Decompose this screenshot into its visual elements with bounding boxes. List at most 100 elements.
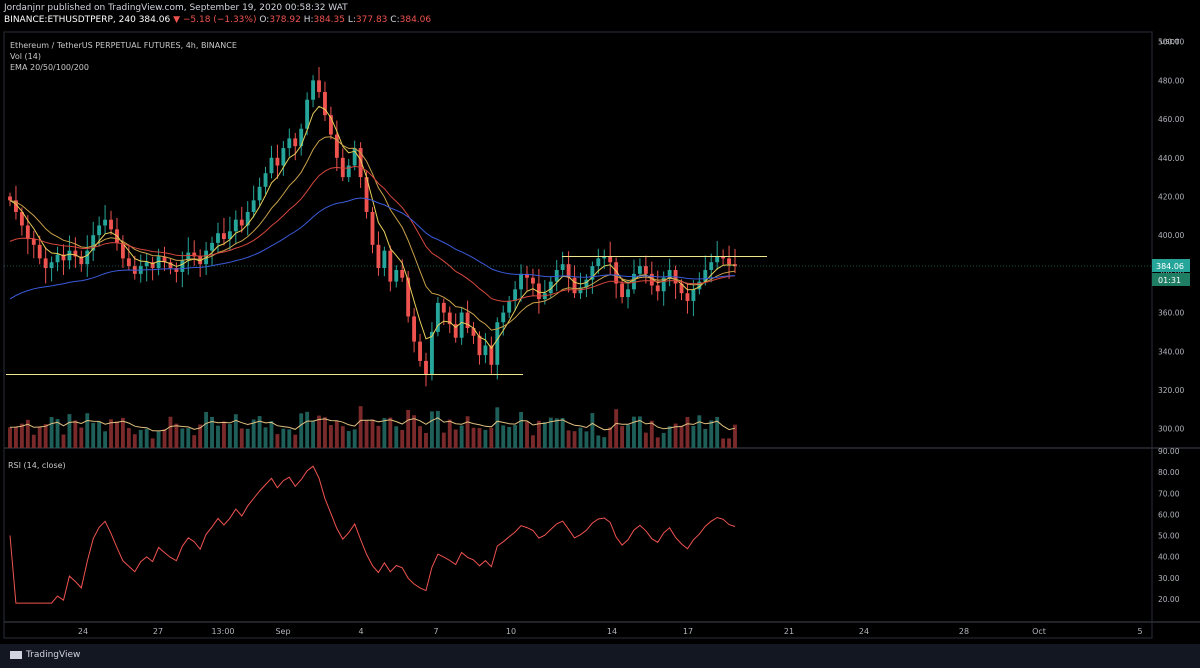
- legend-title: Ethereum / TetherUS PERPETUAL FUTURES, 4…: [10, 41, 237, 50]
- candle-body: [429, 331, 434, 375]
- candle-body: [67, 250, 72, 261]
- rsi-legend: RSI (14, close): [8, 461, 66, 470]
- open-value: 378.92: [269, 15, 301, 25]
- volume-bar: [257, 416, 262, 448]
- price-unit: USDT: [1160, 38, 1180, 46]
- candle-body: [566, 264, 571, 278]
- time-tick-label: Oct: [1032, 627, 1046, 636]
- candle-body: [632, 273, 636, 290]
- candle-body: [370, 211, 375, 245]
- close-label: C:: [390, 15, 400, 25]
- price-tick-label: 360.00: [1158, 309, 1184, 318]
- candle-body: [233, 219, 238, 232]
- candle-body: [679, 283, 684, 294]
- candle-body: [162, 256, 167, 263]
- time-tick-label: 5: [1137, 627, 1142, 636]
- volume-bar: [132, 434, 137, 448]
- candle-body: [317, 80, 321, 92]
- volume-bar: [73, 420, 78, 448]
- volume-bar: [275, 434, 280, 448]
- low-label: L:: [347, 15, 356, 25]
- candle-body: [346, 165, 351, 178]
- volume-bar: [447, 419, 452, 448]
- candle-body: [655, 285, 660, 292]
- volume-bar: [602, 437, 607, 448]
- volume-bar: [61, 434, 66, 448]
- volume-bar: [667, 426, 672, 448]
- chart-legend: Ethereum / TetherUS PERPETUAL FUTURES, 4…: [10, 40, 237, 73]
- candle-body: [257, 186, 262, 201]
- volume-bar: [394, 426, 399, 448]
- candle-body: [519, 273, 523, 290]
- candle-body: [406, 277, 411, 317]
- volume-bar: [715, 416, 720, 448]
- candle-body: [299, 128, 304, 147]
- volume-bar: [679, 425, 684, 448]
- volume-bar: [115, 421, 119, 448]
- candle-body: [400, 269, 405, 278]
- volume-bar: [566, 430, 571, 448]
- price-chart[interactable]: USDT500.00480.00460.00440.00420.00400.00…: [0, 0, 1200, 644]
- candle-body: [25, 225, 30, 240]
- volume-bar: [263, 427, 268, 448]
- candle-body: [156, 256, 161, 269]
- volume-bar: [655, 437, 660, 448]
- volume-bar: [721, 438, 726, 448]
- candle-body: [31, 239, 36, 245]
- ema-100-line: [9, 165, 736, 302]
- candle-body: [590, 266, 595, 280]
- volume-bar: [685, 417, 690, 448]
- candle-body: [109, 219, 113, 230]
- close-value: 384.06: [399, 15, 432, 25]
- candle-body: [293, 138, 298, 147]
- volume-bar: [536, 420, 541, 448]
- open-label: O:: [259, 15, 270, 25]
- volume-bar: [489, 427, 494, 448]
- candle-body: [412, 316, 417, 342]
- candle-body: [150, 262, 155, 269]
- candle-body: [703, 269, 708, 282]
- candle-body: [192, 252, 197, 257]
- candle-body: [269, 157, 274, 174]
- symbol: BINANCE:ETHUSDTPERP, 240: [4, 15, 136, 25]
- volume-bar: [55, 419, 60, 448]
- ema-20-line: [9, 105, 736, 350]
- candle-body: [180, 260, 185, 272]
- volume-bar: [305, 411, 310, 448]
- volume-bar: [697, 415, 702, 448]
- candle-body: [334, 134, 339, 158]
- volume-bar: [120, 417, 125, 448]
- candle-body: [19, 211, 24, 226]
- price-tick-label: 400.00: [1158, 231, 1184, 240]
- volume-bar: [501, 425, 506, 448]
- volume-bar: [673, 423, 678, 448]
- volume-bar: [626, 424, 630, 448]
- volume-bar: [156, 431, 161, 448]
- candle-body: [477, 335, 482, 356]
- time-tick-label: 17: [683, 627, 693, 636]
- rsi-tick-label: 80.00: [1158, 468, 1180, 477]
- volume-bar: [358, 406, 363, 448]
- volume-bar: [531, 435, 535, 448]
- volume-bar: [222, 421, 226, 448]
- volume-bar: [174, 423, 179, 448]
- candle-body: [216, 233, 220, 243]
- volume-bar: [661, 432, 666, 448]
- volume-bar: [412, 415, 417, 448]
- volume-bar: [168, 416, 173, 448]
- volume-bar: [311, 421, 316, 448]
- volume-bar: [483, 429, 488, 448]
- candle-body: [453, 324, 458, 338]
- volume-bar: [519, 411, 523, 448]
- volume-bar: [317, 415, 321, 448]
- volume-bar: [49, 417, 54, 448]
- time-tick-label: 21: [784, 627, 794, 636]
- candle-body: [584, 279, 589, 288]
- volume-bar: [287, 429, 292, 448]
- volume-bar: [138, 429, 143, 448]
- volume-bar: [709, 420, 714, 448]
- time-tick-label: 7: [433, 627, 438, 636]
- candle-body: [637, 266, 642, 274]
- volume-bar: [204, 412, 209, 448]
- ohlc-line: BINANCE:ETHUSDTPERP, 240 384.06 ▼ −5.18 …: [4, 14, 431, 26]
